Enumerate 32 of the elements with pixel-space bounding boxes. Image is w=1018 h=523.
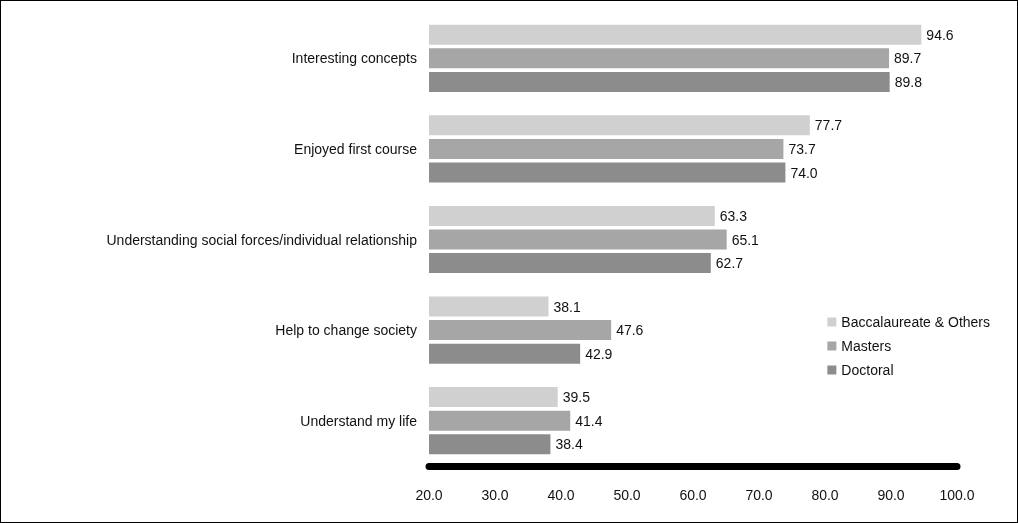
y-tick-label: Interesting concepts bbox=[291, 50, 417, 67]
x-tick-label: 60.0 bbox=[679, 487, 707, 503]
data-label: 94.6 bbox=[926, 26, 954, 43]
x-tick-label: 40.0 bbox=[547, 487, 575, 503]
legend-label: Masters bbox=[841, 338, 892, 354]
y-tick-label: Help to change society bbox=[275, 322, 417, 339]
y-tick-label: Enjoyed first course bbox=[294, 140, 418, 157]
y-tick-label: Understand my life bbox=[300, 412, 418, 429]
x-tick-label: 90.0 bbox=[877, 487, 905, 503]
data-label: 47.6 bbox=[616, 322, 644, 339]
data-label: 38.4 bbox=[555, 436, 583, 453]
y-tick-label: Understanding social forces/individual relationship bbox=[106, 231, 418, 248]
x-tick-label: 50.0 bbox=[613, 487, 641, 503]
x-tick-label: 80.0 bbox=[811, 487, 839, 503]
data-label: 41.4 bbox=[575, 412, 603, 429]
data-label: 77.7 bbox=[814, 117, 843, 134]
data-label: 62.7 bbox=[715, 255, 744, 272]
x-tick-label: 70.0 bbox=[745, 487, 773, 503]
legend-label: Baccalaureate & Others bbox=[841, 314, 991, 330]
data-label: 73.7 bbox=[788, 140, 816, 157]
data-label: 39.5 bbox=[562, 389, 591, 406]
legend-label: Doctoral bbox=[841, 362, 894, 378]
data-label: 63.3 bbox=[719, 207, 748, 224]
x-tick-label: 20.0 bbox=[415, 487, 443, 503]
data-label: 65.1 bbox=[731, 231, 760, 248]
x-tick-label: 30.0 bbox=[481, 487, 509, 503]
data-label: 38.1 bbox=[553, 298, 581, 315]
data-label: 89.8 bbox=[894, 73, 923, 90]
data-label: 89.7 bbox=[894, 50, 922, 67]
data-label: 42.9 bbox=[585, 345, 613, 362]
data-label: 74.0 bbox=[790, 164, 818, 181]
x-tick-label: 100.0 bbox=[939, 487, 975, 503]
